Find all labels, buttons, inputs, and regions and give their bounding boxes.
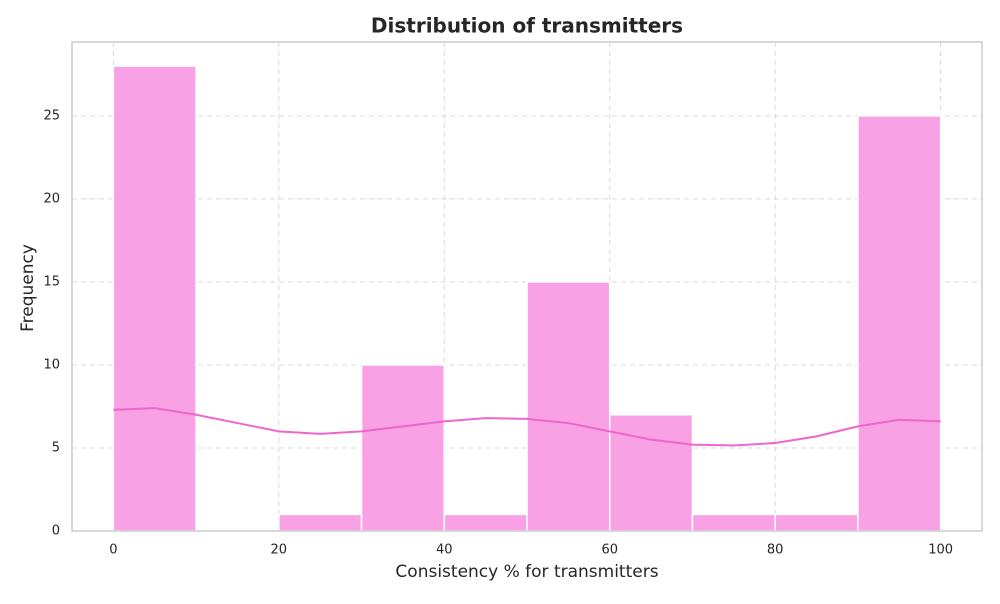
y-tick-label: 15: [43, 274, 60, 289]
bar: [360, 364, 446, 532]
bar: [526, 281, 611, 532]
x-axis-label: Consistency % for transmitters: [395, 562, 658, 582]
y-tick-label: 20: [43, 191, 60, 206]
bar: [691, 513, 776, 532]
bar: [443, 513, 528, 532]
x-tick-label: 60: [601, 543, 618, 558]
x-tick-label: 0: [109, 543, 117, 558]
y-axis-label: Frequency: [18, 244, 38, 332]
x-tick-label: 80: [767, 543, 784, 558]
x-tick-label: 100: [928, 543, 953, 558]
bar: [112, 65, 197, 532]
plot-frame: [71, 41, 983, 532]
kde-line: [113, 407, 941, 447]
bar: [278, 513, 363, 532]
y-tick-label: 10: [43, 357, 60, 372]
bar: [857, 115, 942, 532]
chart-title: Distribution of transmitters: [371, 14, 683, 38]
x-tick-label: 40: [436, 543, 453, 558]
bar: [608, 414, 694, 532]
bar: [774, 513, 859, 532]
y-tick-label: 25: [43, 108, 60, 123]
x-tick-label: 20: [271, 543, 288, 558]
y-tick-label: 0: [52, 524, 60, 539]
y-tick-label: 5: [52, 440, 60, 455]
